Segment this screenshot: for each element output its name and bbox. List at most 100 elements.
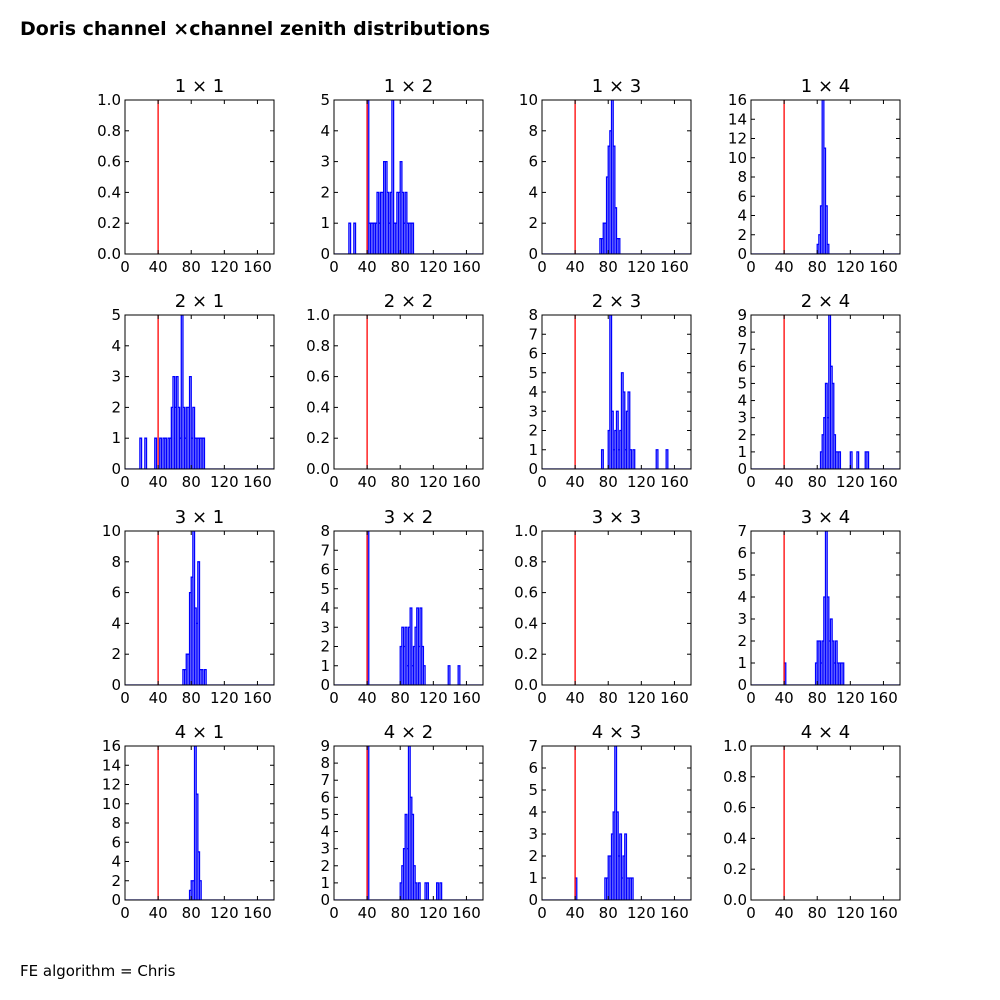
histogram-steps — [125, 531, 274, 685]
y-tick-label: 3 — [320, 840, 330, 858]
y-tick-label: 8 — [528, 306, 538, 324]
y-tick-label: 9 — [737, 306, 747, 324]
y-tick-label: 8 — [111, 553, 121, 571]
y-tick-label: 7 — [737, 522, 747, 540]
x-tick-label: 120 — [836, 473, 865, 491]
histogram-steps — [542, 746, 691, 900]
y-tick-label: 2 — [528, 847, 538, 865]
y-tick-label: 2 — [528, 214, 538, 232]
y-tick-label: 7 — [528, 737, 538, 755]
y-tick-label: 7 — [320, 541, 330, 559]
y-tick-label: 0.2 — [306, 429, 330, 447]
subplot-title: 1 × 3 — [592, 76, 641, 97]
x-tick-label: 0 — [746, 258, 756, 276]
y-tick-label: 1.0 — [97, 91, 121, 109]
y-tick-label: 8 — [320, 522, 330, 540]
y-tick-label: 0.8 — [306, 337, 330, 355]
y-tick-label: 4 — [528, 803, 538, 821]
x-tick-label: 120 — [627, 904, 656, 922]
x-tick-label: 40 — [149, 258, 168, 276]
y-tick-label: 1.0 — [723, 737, 747, 755]
x-tick-label: 160 — [660, 258, 689, 276]
data-layer — [334, 746, 483, 900]
y-tick-label: 0.0 — [306, 460, 330, 478]
axes-frame — [333, 745, 484, 901]
subplot-title: 2 × 2 — [384, 291, 433, 312]
x-tick-label: 80 — [391, 473, 410, 491]
axes-frame — [124, 99, 275, 255]
y-tick-label: 0.6 — [514, 584, 538, 602]
x-tick-label: 160 — [452, 904, 481, 922]
x-tick-label: 80 — [182, 689, 201, 707]
x-tick-label: 160 — [660, 689, 689, 707]
x-tick-label: 40 — [358, 904, 377, 922]
y-tick-label: 1.0 — [306, 306, 330, 324]
footnote: FE algorithm = Chris — [20, 962, 176, 980]
histogram-steps — [334, 100, 483, 254]
subplot-title: 3 × 2 — [384, 507, 433, 528]
y-tick-label: 3 — [528, 402, 538, 420]
y-tick-label: 3 — [111, 368, 121, 386]
y-tick-label: 1.0 — [514, 522, 538, 540]
x-tick-label: 80 — [808, 689, 827, 707]
x-tick-label: 0 — [120, 904, 130, 922]
y-tick-label: 5 — [737, 566, 747, 584]
x-tick-label: 80 — [391, 904, 410, 922]
x-tick-label: 120 — [836, 904, 865, 922]
y-tick-label: 8 — [111, 814, 121, 832]
x-tick-label: 40 — [358, 689, 377, 707]
y-tick-label: 1 — [528, 441, 538, 459]
x-tick-label: 40 — [358, 258, 377, 276]
y-tick-label: 8 — [737, 168, 747, 186]
y-tick-label: 0.8 — [723, 768, 747, 786]
y-tick-label: 0.2 — [723, 860, 747, 878]
y-tick-label: 2 — [737, 226, 747, 244]
y-tick-label: 0 — [737, 460, 747, 478]
x-tick-label: 40 — [566, 258, 585, 276]
axes-frame — [541, 745, 692, 901]
x-tick-label: 0 — [329, 689, 339, 707]
x-tick-label: 120 — [836, 258, 865, 276]
x-tick-label: 120 — [419, 904, 448, 922]
y-tick-label: 4 — [528, 383, 538, 401]
y-tick-label: 0.0 — [723, 891, 747, 909]
x-tick-label: 0 — [120, 473, 130, 491]
x-tick-label: 160 — [452, 689, 481, 707]
x-tick-label: 40 — [149, 904, 168, 922]
y-tick-label: 3 — [528, 825, 538, 843]
y-tick-label: 0 — [320, 676, 330, 694]
y-tick-label: 2 — [320, 638, 330, 656]
y-tick-label: 2 — [111, 398, 121, 416]
subplot: 3 × 3 0 40 80 120 160 0.0 0.2 0.4 0.6 0.8 1.0 — [514, 507, 692, 707]
y-tick-label: 10 — [519, 91, 538, 109]
axes-frame — [541, 530, 692, 686]
x-tick-label: 160 — [243, 689, 272, 707]
y-tick-label: 6 — [111, 584, 121, 602]
y-tick-label: 3 — [737, 409, 747, 427]
y-tick-label: 1 — [111, 429, 121, 447]
subplot-title: 1 × 1 — [175, 76, 224, 97]
y-tick-label: 0.6 — [97, 153, 121, 171]
y-tick-label: 0.2 — [97, 214, 121, 232]
x-tick-label: 160 — [452, 473, 481, 491]
data-layer — [125, 315, 274, 469]
x-tick-label: 160 — [243, 258, 272, 276]
histogram-steps — [751, 531, 900, 685]
y-tick-label: 2 — [528, 422, 538, 440]
y-tick-label: 0 — [737, 245, 747, 263]
data-layer — [751, 315, 900, 469]
axes-frame — [124, 314, 275, 470]
x-tick-label: 160 — [869, 904, 898, 922]
y-tick-label: 16 — [728, 91, 747, 109]
data-layer — [125, 746, 274, 900]
x-tick-label: 40 — [775, 904, 794, 922]
y-tick-label: 0 — [737, 676, 747, 694]
y-tick-label: 0.2 — [514, 645, 538, 663]
subplot: 4 × 3 0 40 80 120 160 0 1 2 3 4 5 6 7 — [528, 722, 692, 922]
subplot-title: 2 × 4 — [801, 291, 850, 312]
subplot: 1 × 1 0 40 80 120 160 0.0 0.2 0.4 0.6 0.8 1.0 — [97, 76, 275, 276]
